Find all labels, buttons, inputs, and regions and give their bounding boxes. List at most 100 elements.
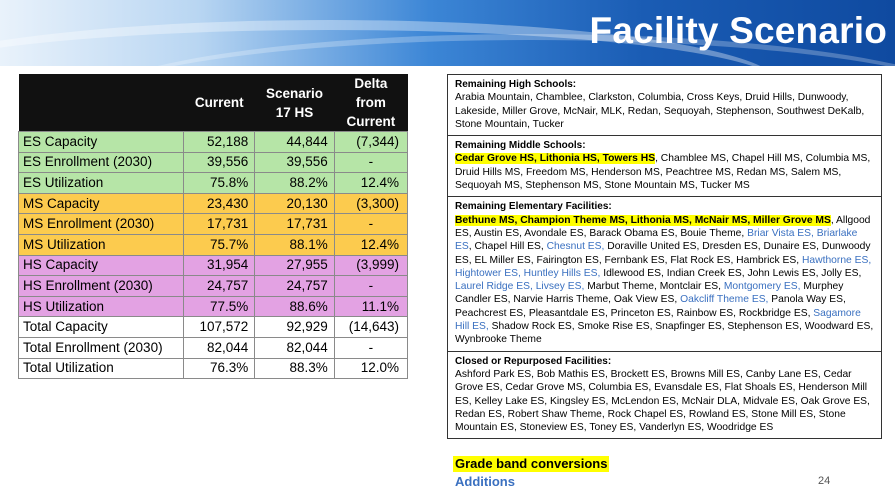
delta-value-cell: 12.0% bbox=[333, 357, 409, 380]
section-heading: Closed or Repurposed Facilities: bbox=[455, 355, 612, 367]
row-label-cell: Total Capacity bbox=[17, 316, 185, 338]
current-value-cell: 75.8% bbox=[183, 172, 256, 194]
row-label-cell: HS Capacity bbox=[17, 254, 185, 277]
row-label-cell: ES Enrollment (2030) bbox=[17, 151, 185, 174]
scenario-value-cell: 92,929 bbox=[254, 316, 335, 338]
current-value-cell: 23,430 bbox=[183, 192, 256, 215]
section-body: Cedar Grove HS, Lithonia HS, Towers HS, … bbox=[455, 152, 875, 192]
table-row: MS Utilization 75.7% 88.1% 12.4% bbox=[17, 233, 409, 256]
current-value-cell: 24,757 bbox=[183, 275, 256, 297]
scenario-value-cell: 27,955 bbox=[254, 254, 335, 277]
addition-text: Sagamore Hill ES, bbox=[455, 307, 861, 333]
table-row: HS Enrollment (2030) 24,757 24,757- bbox=[17, 275, 409, 297]
delta-value-cell: 12.4% bbox=[333, 172, 409, 194]
section-body: Bethune MS, Champion Theme MS, Lithonia … bbox=[455, 214, 875, 347]
addition-text: Montgomery ES, bbox=[723, 281, 801, 293]
scenario-value-cell: 39,556 bbox=[254, 151, 335, 174]
addition-text: Laurel Ridge ES, Livsey ES, bbox=[455, 281, 585, 293]
banner-swoosh bbox=[0, 20, 780, 66]
delta-value-cell: 11.1% bbox=[333, 295, 409, 318]
school-list-text: Arabia Mountain, Chamblee, Clarkston, Co… bbox=[455, 92, 865, 130]
scenario-value-cell: 88.6% bbox=[254, 295, 335, 318]
row-label-cell: ES Capacity bbox=[17, 131, 185, 153]
capacity-table: Current Scenario 17 HS Delta from Curren… bbox=[17, 74, 409, 380]
table-header-cell: Scenario 17 HS bbox=[254, 74, 335, 132]
school-list-text: , Allgood ES, Austin ES, Avondale ES, Ba… bbox=[455, 214, 871, 239]
table-row: MS Capacity 23,430 20,130 (3,300) bbox=[17, 192, 409, 215]
school-list-text: Panola Way ES, Peachcrest ES, Pleasantda… bbox=[455, 294, 846, 319]
current-value-cell: 76.3% bbox=[183, 357, 256, 380]
row-label-cell: Total Utilization bbox=[17, 357, 185, 380]
school-list-text: Ashford Park ES, Bob Mathis ES, Brockett… bbox=[455, 368, 870, 434]
row-label-cell: ES Utilization bbox=[17, 172, 185, 194]
banner-swoosh bbox=[80, 34, 895, 66]
section-heading: Remaining Elementary Facilities: bbox=[455, 201, 612, 213]
table-row: HS Capacity 31,954 27,955 (3,999) bbox=[17, 254, 409, 277]
table-header-cell bbox=[18, 74, 184, 132]
table-header-row: Current Scenario 17 HS Delta from Curren… bbox=[18, 74, 408, 132]
school-list-text: Idlewood ES, Indian Creek ES, John Lewis… bbox=[600, 267, 862, 279]
delta-value-cell: 12.4% bbox=[333, 233, 409, 256]
row-label-cell: HS Utilization bbox=[17, 295, 185, 318]
scenario-value-cell: 24,757 bbox=[254, 275, 335, 297]
scenario-value-cell: 88.1% bbox=[254, 233, 335, 256]
table-row: Total Utilization 76.3% 88.3% 12.0% bbox=[17, 357, 409, 380]
row-label-cell: Total Enrollment (2030) bbox=[17, 336, 185, 359]
delta-value-cell: - bbox=[333, 213, 409, 235]
current-value-cell: 107,572 bbox=[183, 316, 256, 338]
addition-text: Hawthorne ES, Hightower ES, Huntley Hill… bbox=[455, 254, 872, 279]
table-row: ES Enrollment (2030) 39,556 39,556- bbox=[17, 151, 409, 174]
school-list-text: Shadow Rock ES, Smoke Rise ES, Snapfinge… bbox=[455, 321, 874, 346]
delta-value-cell: (3,300) bbox=[333, 192, 409, 215]
section-body: Arabia Mountain, Chamblee, Clarkston, Co… bbox=[455, 91, 875, 131]
table-row: ES Capacity 52,188 44,844 (7,344) bbox=[17, 131, 409, 153]
table-row: ES Utilization 75.8% 88.2% 12.4% bbox=[17, 172, 409, 194]
row-label-cell: MS Utilization bbox=[17, 233, 185, 256]
legend-grade-band-conversions: Grade band conversions bbox=[453, 456, 610, 472]
school-list-text: , Chapel Hill ES, bbox=[468, 241, 547, 253]
section-body: Ashford Park ES, Bob Mathis ES, Brockett… bbox=[455, 368, 875, 434]
scenario-value-cell: 88.3% bbox=[254, 357, 335, 380]
page-number: 24 bbox=[818, 475, 831, 487]
school-list-text: Marbut Theme, Montclair ES, bbox=[584, 281, 724, 293]
current-value-cell: 75.7% bbox=[183, 233, 256, 256]
table-row: HS Utilization 77.5% 88.6% 11.1% bbox=[17, 295, 409, 318]
delta-value-cell: - bbox=[333, 336, 409, 359]
delta-value-cell: (3,999) bbox=[333, 254, 409, 277]
scenario-value-cell: 82,044 bbox=[254, 336, 335, 359]
school-list-text: , Chamblee MS, Chapel Hill MS, Columbia … bbox=[455, 153, 871, 192]
slide-title: Facility Scenario bbox=[589, 10, 887, 51]
scenario-value-cell: 20,130 bbox=[254, 192, 335, 215]
section-high-schools: Remaining High Schools: Arabia Mountain,… bbox=[448, 75, 881, 137]
row-label-cell: MS Enrollment (2030) bbox=[17, 213, 185, 235]
legend-additions: Additions bbox=[455, 474, 515, 489]
school-list-text: Murphey Candler ES, Narvie Harris Theme,… bbox=[455, 281, 844, 306]
section-closed: Closed or Repurposed Facilities: Ashford… bbox=[448, 352, 881, 439]
section-heading: Remaining Middle Schools: bbox=[455, 140, 586, 152]
current-value-cell: 31,954 bbox=[183, 254, 256, 277]
current-value-cell: 39,556 bbox=[183, 151, 256, 174]
table-body: ES Capacity 52,188 44,844 (7,344) ES Enrollm… bbox=[17, 131, 409, 380]
scenario-value-cell: 17,731 bbox=[254, 213, 335, 235]
addition-text: Oakcliff Theme ES, bbox=[680, 294, 769, 306]
delta-value-cell: - bbox=[333, 151, 409, 174]
delta-value-cell: (7,344) bbox=[333, 131, 409, 153]
section-heading: Remaining High Schools: bbox=[455, 79, 577, 90]
scenario-value-cell: 44,844 bbox=[254, 131, 335, 153]
school-list-text: Doraville United ES, Dresden ES, Dunaire… bbox=[455, 241, 871, 266]
table-row: Total Enrollment (2030) 82,044 82,044- bbox=[17, 336, 409, 359]
grade-band-conversion-text: Bethune MS, Champion Theme MS, Lithonia … bbox=[455, 214, 831, 226]
header-banner: Facility Scenario bbox=[0, 0, 895, 66]
table-row: Total Capacity 107,572 92,929 (14,643) bbox=[17, 316, 409, 338]
row-label-cell: HS Enrollment (2030) bbox=[17, 275, 185, 297]
scenario-value-cell: 88.2% bbox=[254, 172, 335, 194]
delta-value-cell: (14,643) bbox=[333, 316, 409, 338]
table-header-cell: Current bbox=[183, 74, 255, 132]
facilities-panel: Remaining High Schools: Arabia Mountain,… bbox=[447, 74, 882, 440]
section-middle-schools: Remaining Middle Schools: Cedar Grove HS… bbox=[448, 136, 881, 198]
table-header-cell: Delta from Current bbox=[334, 74, 408, 132]
addition-text: Briar Vista ES, Briarlake ES bbox=[455, 227, 858, 253]
row-label-cell: MS Capacity bbox=[17, 192, 185, 215]
section-elementary: Remaining Elementary Facilities: Bethune… bbox=[448, 197, 881, 352]
delta-value-cell: - bbox=[333, 275, 409, 297]
